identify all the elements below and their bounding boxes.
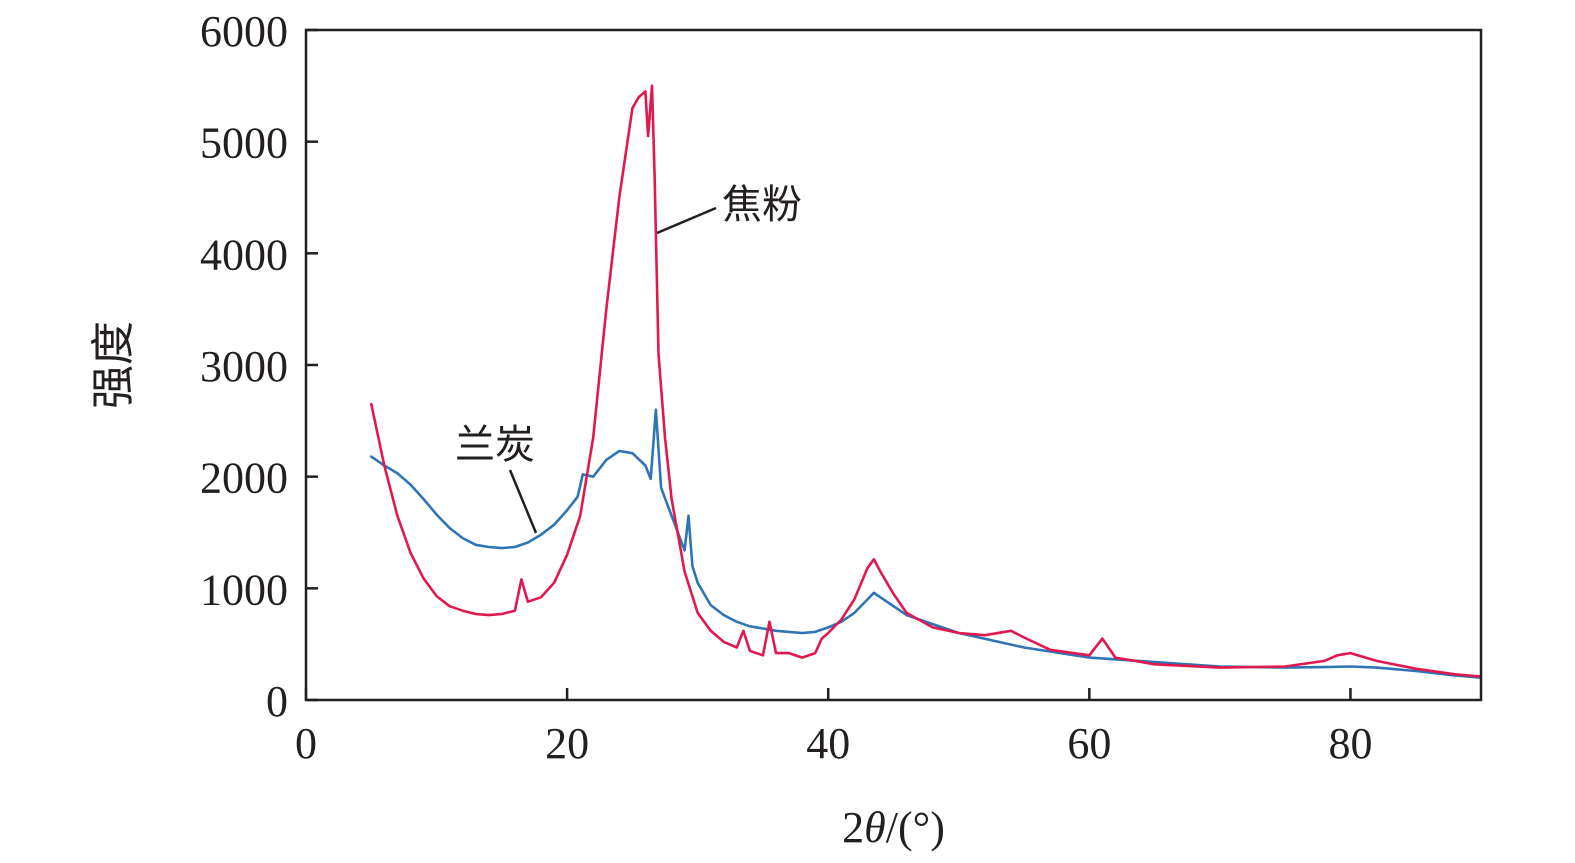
ticks-layer: 0 1000 2000 3000 4000 5000 6000 0 20 40 60 80 <box>200 7 1372 768</box>
x-tick-label: 40 <box>806 719 850 768</box>
x-tick-label: 60 <box>1067 719 1111 768</box>
annotation-leader-lantan <box>508 469 538 534</box>
annotation-jiaofen: 焦粉 <box>722 182 802 228</box>
y-tick-label: 3000 <box>200 342 288 391</box>
y-tick-label: 2000 <box>200 454 288 503</box>
plot-frame <box>304 28 1483 702</box>
annotation-lantan: 兰炭 <box>455 422 535 468</box>
y-tick-label: 1000 <box>200 565 288 614</box>
series-line-焦粉 <box>369 84 1483 678</box>
x-tick-label: 20 <box>545 719 589 768</box>
annotation-leader-jiaofen <box>656 206 717 235</box>
y-tick-label: 5000 <box>200 119 288 168</box>
series-line-兰炭 <box>369 408 1483 680</box>
x-tick-label: 80 <box>1328 719 1372 768</box>
annotation-layer: 兰炭 焦粉 <box>455 182 802 534</box>
x-axis-title: 2θ/(°) <box>842 803 945 852</box>
y-axis-title: 强度 <box>89 321 138 409</box>
y-tick-label: 6000 <box>200 7 288 56</box>
y-tick-label: 4000 <box>200 230 288 279</box>
series-layer <box>369 84 1483 680</box>
y-tick-label: 0 <box>266 677 288 726</box>
x-tick-label: 0 <box>295 719 317 768</box>
